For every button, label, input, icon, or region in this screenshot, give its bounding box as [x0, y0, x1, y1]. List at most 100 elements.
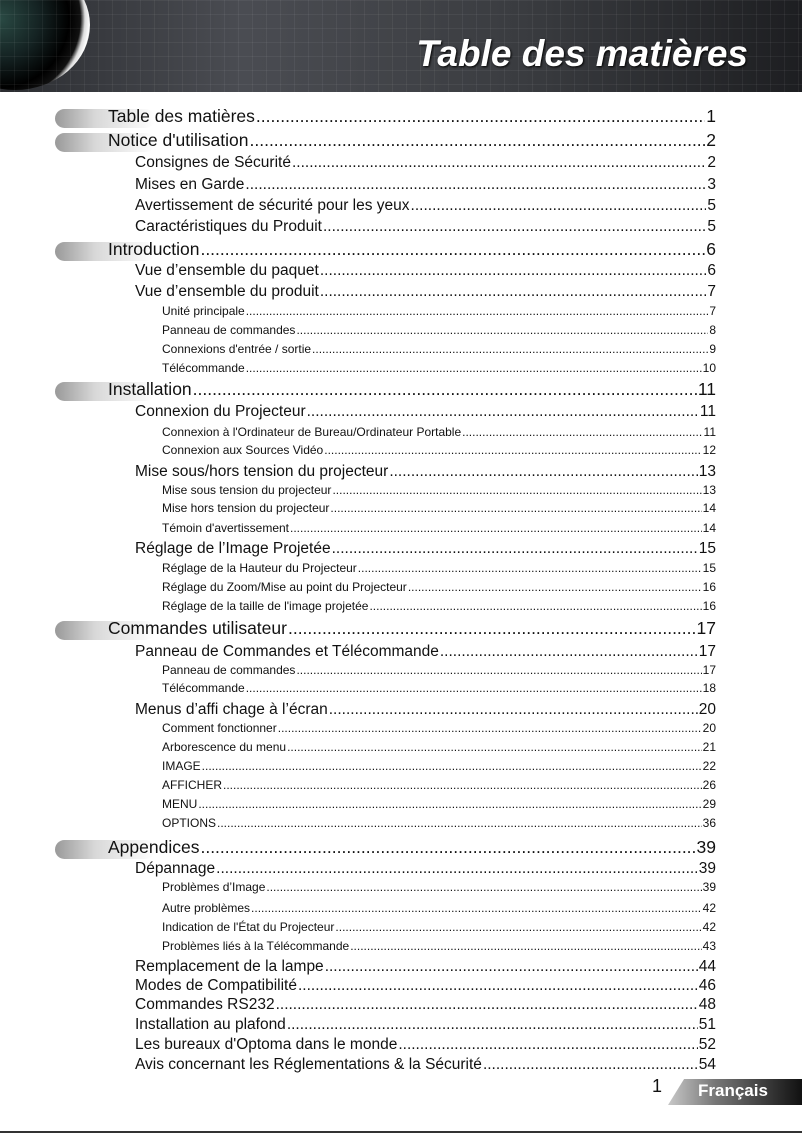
- toc-entry[interactable]: Télécommande 10: [162, 361, 716, 375]
- toc-entry-page: 16: [702, 599, 716, 613]
- toc-entry[interactable]: Table des matières 1: [108, 106, 716, 127]
- toc-entry[interactable]: Avertissement de sécurité pour les yeux 5: [135, 197, 716, 215]
- toc-entry-page: 6: [706, 239, 716, 259]
- toc-entry[interactable]: Indication de l'État du Projecteur 42: [162, 920, 716, 934]
- toc-entry-page: 11: [697, 379, 716, 399]
- dot-leader: [323, 218, 706, 236]
- toc-entry-page: 17: [696, 618, 716, 638]
- toc-entry-label: Panneau de commandes: [162, 323, 296, 337]
- toc-entry[interactable]: Panneau de commandes 17: [162, 663, 716, 677]
- toc-entry[interactable]: Appendices 39: [108, 837, 716, 858]
- dot-leader: [330, 501, 701, 515]
- toc-entry-label: Comment fonctionner: [162, 721, 277, 735]
- toc-entry[interactable]: Vue d’ensemble du paquet 6: [135, 262, 716, 280]
- toc-entry-label: MENU: [162, 797, 198, 811]
- toc-entry-page: 52: [698, 1036, 716, 1053]
- toc-entry[interactable]: Installation 11: [108, 379, 716, 400]
- dot-leader: [411, 197, 707, 215]
- toc-entry[interactable]: AFFICHER 26: [162, 778, 716, 792]
- toc-entry[interactable]: Mise sous tension du projecteur 13: [162, 483, 716, 497]
- toc-entry-label: Modes de Compatibilité: [135, 977, 297, 994]
- toc-entry[interactable]: Connexion à l'Ordinateur de Bureau/Ordin…: [162, 425, 716, 439]
- dot-leader: [266, 880, 701, 894]
- toc-entry[interactable]: Comment fonctionner 20: [162, 721, 716, 735]
- toc-entry[interactable]: Mise hors tension du projecteur 14: [162, 501, 716, 515]
- toc-entry-page: 51: [698, 1016, 716, 1033]
- toc-entry[interactable]: Dépannage 39: [135, 860, 716, 878]
- toc-entry[interactable]: Problèmes liés à la Télécommande 43: [162, 939, 716, 953]
- toc-entry-label: Mise sous/hors tension du projecteur: [135, 463, 389, 480]
- toc-entry[interactable]: Connexions d'entrée / sortie 9: [162, 342, 716, 356]
- toc-entry-label: Problèmes liés à la Télécommande: [162, 939, 350, 953]
- dot-leader: [389, 463, 697, 481]
- page-number: 1: [652, 1076, 663, 1096]
- toc-entry[interactable]: Commandes RS232 48: [135, 996, 716, 1014]
- toc-entry[interactable]: Consignes de Sécurité 2: [135, 154, 716, 172]
- toc-entry-page: 46: [698, 977, 716, 994]
- toc-entry[interactable]: Arborescence du menu 21: [162, 740, 716, 754]
- toc-entry-label: Vue d’ensemble du produit: [135, 283, 319, 300]
- toc-entry-label: Unité principale: [162, 304, 245, 318]
- dot-leader: [335, 920, 701, 934]
- toc-entry[interactable]: Panneau de commandes 8: [162, 323, 716, 337]
- header-banner: [0, 0, 802, 92]
- toc-entry[interactable]: Problèmes d’Image 39: [162, 880, 716, 894]
- dot-leader: [200, 239, 705, 260]
- toc-entry[interactable]: Témoin d'avertissement 14: [162, 521, 716, 535]
- projector-lens-image: [0, 0, 90, 90]
- toc-entry[interactable]: Réglage de la Hauteur du Projecteur 15: [162, 561, 716, 575]
- dot-leader: [200, 837, 695, 858]
- dot-leader: [312, 342, 708, 356]
- section-marker: [55, 133, 155, 152]
- toc-entry-label: AFFICHER: [162, 778, 222, 792]
- toc-entry[interactable]: MENU 29: [162, 797, 716, 811]
- toc-entry-label: Avertissement de sécurité pour les yeux: [135, 197, 410, 214]
- toc-entry[interactable]: IMAGE 22: [162, 759, 716, 773]
- toc-entry[interactable]: OPTIONS 36: [162, 816, 716, 830]
- toc-entry-label: Avis concernant les Réglementations & la…: [135, 1056, 482, 1073]
- toc-entry[interactable]: Réglage de la taille de l'image projetée…: [162, 599, 716, 613]
- toc-entry-page: 26: [702, 778, 716, 792]
- toc-entry-label: Télécommande: [162, 361, 245, 375]
- section-marker: [55, 242, 155, 261]
- toc-entry-label: Connexion du Projecteur: [135, 403, 306, 420]
- toc-entry[interactable]: Menus d’affi chage à l’écran 20: [135, 701, 716, 719]
- toc-entry[interactable]: Avis concernant les Réglementations & la…: [135, 1056, 716, 1074]
- toc-entry-page: 21: [702, 740, 716, 754]
- toc-entry[interactable]: Mises en Garde 3: [135, 176, 716, 194]
- toc-entry[interactable]: Modes de Compatibilité 46: [135, 977, 716, 995]
- toc-entry[interactable]: Télécommande 18: [162, 681, 716, 695]
- toc-entry[interactable]: Mise sous/hors tension du projecteur 13: [135, 463, 716, 481]
- toc-entry[interactable]: Panneau de Commandes et Télécommande 17: [135, 643, 716, 661]
- toc-entry-label: Introduction: [108, 239, 200, 259]
- toc-entry[interactable]: Connexion du Projecteur 11: [135, 403, 716, 421]
- toc-entry[interactable]: Les bureaux d'Optoma dans le monde 52: [135, 1036, 716, 1054]
- toc-entry-label: Panneau de Commandes et Télécommande: [135, 643, 439, 660]
- toc-entry[interactable]: Réglage du Zoom/Mise au point du Project…: [162, 580, 716, 594]
- dot-leader: [483, 1056, 698, 1074]
- toc-entry[interactable]: Vue d’ensemble du produit 7: [135, 283, 716, 301]
- toc-entry-label: Remplacement de la lampe: [135, 958, 324, 975]
- toc-entry[interactable]: Autre problèmes 42: [162, 901, 716, 915]
- toc-entry[interactable]: Unité principale 7: [162, 304, 716, 318]
- toc-entry-page: 15: [702, 561, 716, 575]
- toc-entry[interactable]: Installation au plafond 51: [135, 1016, 716, 1034]
- toc-entry-label: Les bureaux d'Optoma dans le monde: [135, 1036, 398, 1053]
- language-label: Français: [698, 1081, 768, 1100]
- toc-entry-page: 6: [707, 262, 716, 279]
- toc-entry[interactable]: Réglage de l’Image Projetée 15: [135, 540, 716, 558]
- toc-entry[interactable]: Commandes utilisateur 17: [108, 618, 716, 639]
- toc-entry-label: IMAGE: [162, 759, 201, 773]
- toc-entry[interactable]: Remplacement de la lampe 44: [135, 958, 716, 976]
- toc-entry[interactable]: Introduction 6: [108, 239, 716, 260]
- toc-entry-page: 11: [703, 425, 716, 439]
- dot-leader: [325, 958, 698, 976]
- dot-leader: [307, 403, 699, 421]
- toc-entry-page: 13: [702, 483, 716, 497]
- toc-entry[interactable]: Connexion aux Sources Vidéo 12: [162, 443, 716, 457]
- toc-entry-page: 14: [702, 501, 716, 515]
- toc-entry-label: Problèmes d’Image: [162, 880, 266, 894]
- toc-entry[interactable]: Notice d'utilisation 2: [108, 130, 716, 151]
- toc-entry[interactable]: Caractéristiques du Produit 5: [135, 218, 716, 236]
- page-title: Table des matières: [416, 33, 748, 74]
